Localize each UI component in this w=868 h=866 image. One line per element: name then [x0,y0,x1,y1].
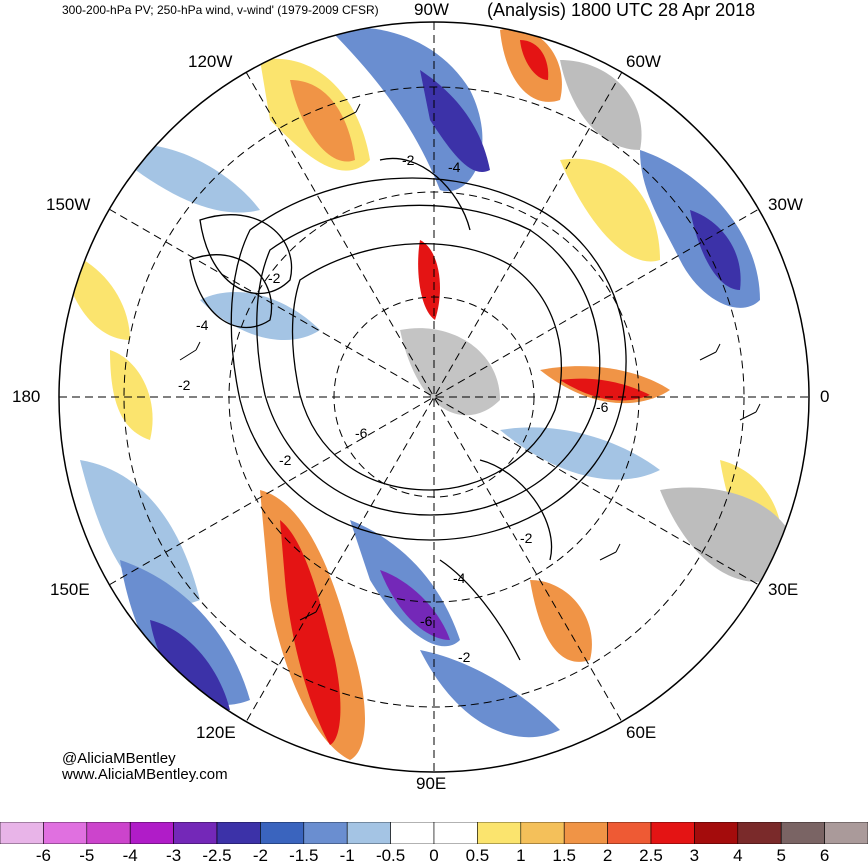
colorbar-tick-label: 0.5 [465,846,490,865]
colorbar-swatch [260,822,305,844]
colorbar-swatch [737,822,782,844]
lon-label-30w: 30W [768,195,803,214]
lon-label-0: 0 [820,387,830,406]
colorbar-tick-label: -6 [35,846,51,865]
colorbar-tick-label: -4 [122,846,138,865]
colorbar-swatch [86,822,131,844]
colorbar-tick-label: 2 [602,846,613,865]
colorbar-tick-label: 0 [429,846,439,865]
colorbar-tick-label: 3 [689,846,700,865]
lon-label-120e: 120E [196,723,236,742]
wind-barbs [179,103,761,621]
colorbar-swatch [520,822,565,844]
credit-website: www.AliciaMBentley.com [62,766,228,783]
colorbar [0,822,868,844]
colorbar-tick-label: -3 [166,846,182,865]
lon-label-150e: 150E [50,580,90,599]
lon-label-30e: 30E [768,580,799,599]
contour-label: -6 [596,399,609,415]
colorbar-swatch [303,822,348,844]
colorbar-tick-label: -1.5 [289,846,319,865]
colorbar-swatch [780,822,825,844]
lon-label-90e: 90E [416,774,447,793]
height-contours [189,157,627,661]
colorbar-tick-label: -2 [252,846,268,865]
colorbar-tick-label: -1 [339,846,355,865]
colorbar-swatch [173,822,218,844]
graticule [59,22,809,772]
lon-label-150w: 150W [46,195,91,214]
lon-label-180: 180 [12,387,41,406]
colorbar-swatch [650,822,695,844]
contour-label: -6 [355,425,368,441]
contour-label-group: -2 -4 -2 -4 -2 -6 -6 -2 -4 -6 -2 -2 [178,152,609,665]
colorbar-swatch [0,822,44,844]
colorbar-tick-label: -5 [79,846,95,865]
lon-label-120w: 120W [188,52,233,71]
polar-map: -2 -4 -2 -4 -2 -6 -6 -2 -4 -6 -2 -2 [58,21,810,773]
contour-label: -2 [402,152,415,168]
colorbar-tick-label: 5 [776,846,786,865]
right-title: (Analysis) 1800 UTC 28 Apr 2018 [487,0,756,20]
colorbar-swatch [694,822,739,844]
contour-label: -2 [520,530,533,546]
colorbar-swatch [824,822,868,844]
colorbar-swatch [390,822,435,844]
contour-label: -4 [453,570,466,586]
credit-handle: @AliciaMBentley [62,750,176,767]
map-border [58,21,810,773]
map-field [59,22,809,772]
colorbar-tick-label: 2.5 [639,846,663,865]
colorbar-swatch [216,822,261,844]
colorbar-swatch [43,822,88,844]
lon-label-60e: 60E [626,723,657,742]
colorbar-tick-label: 6 [819,846,830,865]
contour-label: -4 [196,317,209,333]
contour-label: -2 [178,377,191,393]
colorbar-swatch [563,822,608,844]
colorbar-swatch [346,822,391,844]
colorbar-tick-label: -2.5 [202,846,232,865]
colorbar-swatch [607,822,652,844]
contour-label: -6 [420,613,433,629]
colorbar-swatch [433,822,478,844]
colorbar-tick-label: 4 [733,846,743,865]
contour-label: -2 [458,649,471,665]
colorbar-tick-label: 1 [516,846,526,865]
lon-label-90w: 90W [414,0,449,19]
contour-label: -2 [268,270,281,286]
left-title: 300-200-hPa PV; 250-hPa wind, v-wind' (1… [62,3,379,17]
colorbar-tick-label: -0.5 [375,846,406,865]
contour-label: -2 [279,452,292,468]
colorbar-swatch [477,822,522,844]
lon-label-60w: 60W [626,52,661,71]
contour-label: -4 [448,159,461,175]
colorbar-tick-label: 1.5 [552,846,576,865]
colorbar-swatch [129,822,174,844]
